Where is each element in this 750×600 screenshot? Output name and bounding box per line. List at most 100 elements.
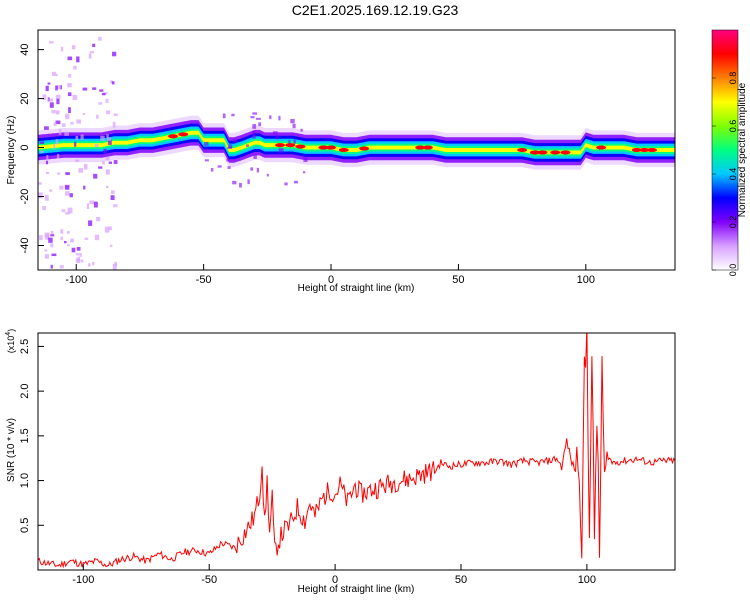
spectrogram-speckle	[53, 143, 56, 150]
spectrogram-speckle	[60, 46, 64, 52]
spectrogram-speckle	[65, 212, 70, 215]
spectrogram-speckle	[38, 182, 42, 185]
spectrogram-speckle	[67, 56, 73, 61]
spectrogram-speckle	[82, 87, 88, 91]
spectrogram-speckle	[108, 226, 112, 231]
spectrogram-speckle	[92, 262, 95, 266]
spectrogram-speckle	[247, 179, 250, 185]
spectrogram-speckle	[50, 264, 53, 269]
spectrogram-speckle	[86, 203, 90, 209]
spectrogram-speckle	[92, 43, 96, 48]
spectrogram-speckle	[246, 144, 249, 147]
spectrogram-speckle	[51, 253, 57, 257]
colorbar: 0.0 0.2 0.4 0.6 0.8 Normalized spectral ampl…	[711, 29, 748, 276]
snr-y-tick-label: 2.5	[19, 339, 31, 354]
spectrogram-speckle	[227, 146, 233, 149]
spectrogram-speckle	[49, 41, 54, 44]
spectrogram-speckle	[48, 98, 54, 102]
spectrogram-speckle	[269, 115, 272, 120]
spectrogram-speckle	[84, 237, 89, 241]
spectrogram-speckle	[72, 95, 78, 100]
spectrogram-peak	[550, 150, 561, 155]
spectrogram-speckle	[110, 244, 113, 248]
snr-y-label: SNR (10 * v/v)	[6, 418, 17, 482]
spectrogram-speckle	[288, 140, 291, 144]
spectrogram-speckle	[227, 166, 231, 169]
spectrogram-speckle	[71, 45, 76, 50]
spectrogram-speckle	[50, 243, 54, 248]
spectrogram-speckle	[94, 143, 99, 148]
spectrogram-speckle	[94, 234, 100, 241]
spectrogram-speckle	[76, 56, 80, 63]
colorbar-label: Normalized spectral amplitude	[737, 82, 748, 217]
spectrogram-speckle	[292, 123, 296, 129]
spectrogram-speckle	[98, 166, 103, 169]
spectrogram-x-label: Height of straight line (km)	[298, 283, 415, 294]
spectrogram-speckle	[99, 89, 104, 92]
spectrogram-speckle	[204, 159, 209, 162]
snr-panel: -100 -50 0 50 100 0.5 1.0 1.5 2.0 2.5 Height of …	[5, 329, 676, 595]
spectrogram-speckle	[60, 229, 64, 234]
spectrogram-speckle	[51, 109, 56, 114]
spectrogram-speckle	[76, 119, 82, 124]
spectrogram-speckle	[67, 207, 73, 214]
spectrogram-speckle	[103, 148, 107, 154]
spectrogram-speckle	[39, 235, 43, 241]
spectrogram-speckle	[75, 136, 79, 140]
spectrogram-peak	[537, 150, 548, 155]
spectrogram-speckle	[69, 193, 73, 198]
spectrogram-peak	[529, 150, 540, 155]
spectrogram-speckle	[61, 209, 66, 213]
spectrogram-speckle	[300, 128, 303, 132]
spectrogram-speckle	[256, 167, 260, 173]
spectrogram-speckle	[49, 102, 54, 108]
spectrogram-speckle	[42, 205, 46, 211]
snr-x-tick-label: 50	[455, 574, 467, 586]
snr-y-ticks: 0.5 1.0 1.5 2.0 2.5	[19, 339, 44, 533]
spectrogram-speckle	[44, 194, 49, 201]
spectrogram-speckle	[293, 139, 296, 144]
spectrogram-speckle	[57, 172, 61, 175]
spectrogram-speckle	[57, 85, 62, 89]
spectrogram-speckle	[44, 249, 48, 252]
spectrogram-speckle	[45, 160, 49, 165]
snr-series-line	[38, 333, 675, 569]
spectrogram-speckle	[106, 110, 111, 115]
spectrogram-speckle	[104, 226, 110, 233]
spectrogram-speckle	[78, 168, 84, 173]
spectrogram-speckle	[83, 163, 88, 170]
spectrogram-speckle	[98, 102, 103, 105]
spectrogram-speckle	[68, 107, 71, 114]
spectrogram-speckle	[75, 159, 80, 162]
snr-x-ticks: -100 -50 0 50 100	[72, 564, 596, 586]
spectrogram-speckle	[80, 259, 84, 263]
spectrogram-speckle	[217, 165, 222, 168]
spectrogram-speckle	[278, 148, 284, 153]
spectrogram-speckle	[96, 217, 101, 222]
snr-x-tick-label: 100	[578, 574, 596, 586]
spectrogram-speckle	[56, 153, 60, 159]
spectrogram-x-tick-label: 100	[577, 274, 595, 286]
colorbar-gradient	[711, 29, 739, 271]
spectrogram-speckle	[75, 258, 80, 264]
spectrogram-peak	[596, 145, 607, 150]
snr-y-tick-label: 0.5	[19, 518, 31, 533]
spectrogram-y-label: Frequency (Hz)	[6, 116, 17, 185]
spectrogram-speckle	[105, 185, 109, 189]
spectrogram-speckle	[63, 240, 67, 244]
spectrogram-speckle	[47, 82, 51, 85]
spectrogram-speckle	[64, 191, 70, 196]
spectrogram-speckle	[276, 134, 279, 140]
spectrogram-speckle	[252, 124, 257, 129]
spectrogram-peak	[415, 145, 426, 150]
spectrogram-speckle	[228, 144, 233, 148]
spectrogram-speckle	[73, 65, 77, 70]
spectrogram-speckle	[290, 118, 295, 124]
spectrogram-band-5	[38, 130, 675, 155]
spectrogram-peak	[647, 148, 658, 152]
spectrogram-speckle	[232, 180, 237, 185]
spectrogram-speckle	[70, 121, 74, 125]
spectrogram-speckle	[45, 234, 50, 240]
